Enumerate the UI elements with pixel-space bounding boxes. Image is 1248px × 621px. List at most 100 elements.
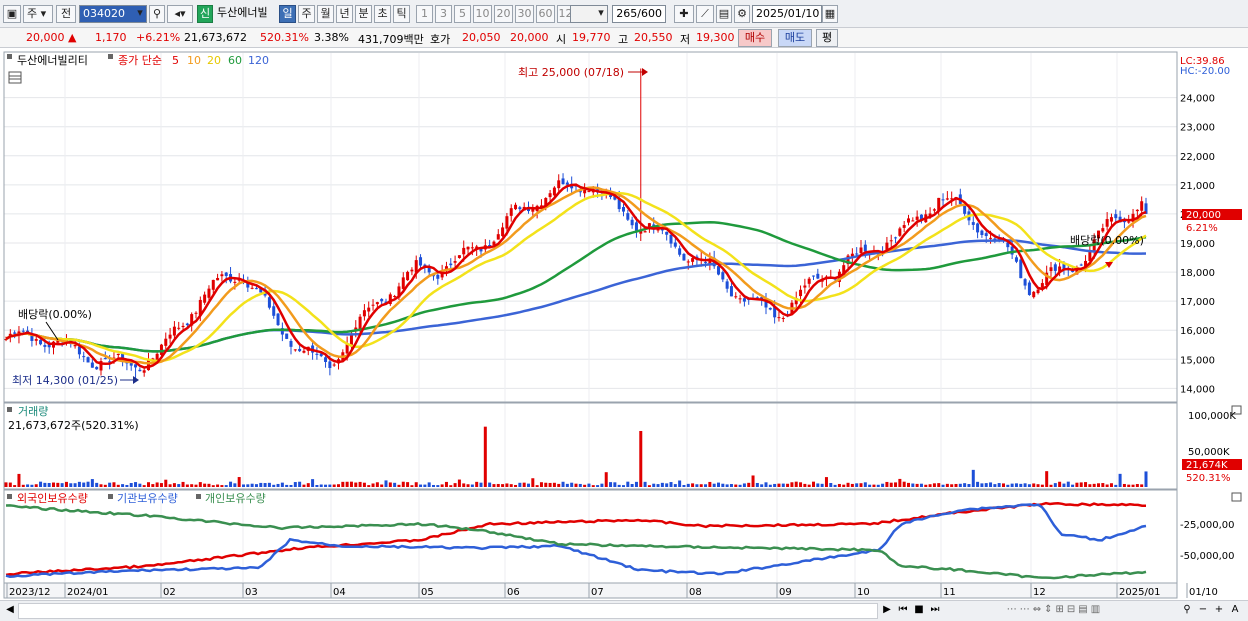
volume-bar	[764, 482, 768, 487]
candle-body	[803, 285, 807, 288]
panel-handle-icon[interactable]	[7, 54, 12, 59]
individual-handle-icon[interactable]	[196, 494, 201, 499]
volume-bar	[552, 482, 556, 487]
volume-bar	[993, 484, 997, 487]
candle-body	[496, 234, 500, 240]
crosshair-icon[interactable]: ✚	[674, 5, 694, 23]
candle-body	[1032, 291, 1036, 298]
stop-icon[interactable]: ■	[914, 604, 924, 615]
candle-body	[721, 272, 725, 280]
candle-body	[125, 362, 129, 364]
eval-button[interactable]: 평	[816, 29, 838, 47]
candle-body	[4, 339, 8, 341]
volume-bar	[863, 482, 867, 487]
interval-button[interactable]: 년	[336, 5, 353, 23]
count-input[interactable]	[570, 5, 608, 23]
sell-button[interactable]: 매도	[778, 29, 812, 47]
ask1: 20,050	[462, 31, 501, 44]
dividend-right-label: 배당락(0.00%)	[1070, 234, 1144, 247]
ask2: 20,000	[510, 31, 549, 44]
volume-bar	[457, 479, 461, 487]
count-button[interactable]: 30	[515, 5, 534, 23]
layout-icon[interactable]: ▣	[3, 5, 21, 23]
candle-body	[859, 247, 863, 254]
volume-bar	[1053, 483, 1057, 487]
range-field[interactable]: 265/600	[612, 5, 666, 23]
scroll-right-icon[interactable]: ▶	[883, 604, 891, 615]
candle-body	[168, 334, 172, 339]
volume-bar	[233, 483, 237, 487]
zoom-icon[interactable]: ⚲	[1183, 604, 1191, 615]
volume-bar	[367, 485, 371, 487]
code-input[interactable]: 034020	[79, 5, 147, 23]
forward-icon[interactable]: ⏭	[930, 604, 940, 615]
candle-body	[669, 234, 673, 244]
buy-button[interactable]: 매수	[738, 29, 772, 47]
text-size-icon[interactable]: A	[1231, 604, 1239, 615]
high-annotation: 최고 25,000 (07/18)	[518, 66, 624, 79]
tool-icons[interactable]: ⋯⋯⇔⇕⊞⊟▤▥	[1006, 604, 1104, 615]
candle-body	[1058, 266, 1062, 273]
volume-bar	[64, 481, 68, 487]
candle-body	[116, 353, 120, 356]
gear-icon[interactable]: ⚙	[734, 5, 750, 23]
calendar-icon[interactable]: ▦	[822, 5, 838, 23]
count-button[interactable]: 20	[494, 5, 513, 23]
save-icon[interactable]: ▤	[716, 5, 732, 23]
candle-body	[1014, 257, 1018, 262]
candle-body	[185, 323, 189, 326]
candle-body	[1140, 201, 1144, 211]
count-button[interactable]: 3	[435, 5, 452, 23]
interval-button[interactable]: 일	[279, 5, 296, 23]
speaker-icon[interactable]: ◂▾	[167, 5, 193, 23]
interval-button[interactable]: 주	[298, 5, 315, 23]
search-icon[interactable]: ⚲	[149, 5, 165, 23]
holding-handle-icon[interactable]	[7, 494, 12, 499]
plus-icon[interactable]: +	[1214, 604, 1224, 615]
candle-body	[1006, 242, 1010, 248]
count-dropdown-icon[interactable]: ▾	[598, 6, 604, 19]
volume-bar	[622, 485, 625, 487]
minus-icon[interactable]: −	[1198, 604, 1208, 615]
volume-handle-icon[interactable]	[7, 407, 12, 412]
stock-chart[interactable]: 두산에너빌리티 종가 단순 5 10 20 60 120 LC:39.86 HC…	[0, 50, 1248, 600]
interval-button[interactable]: 분	[355, 5, 372, 23]
volume-bar	[108, 482, 112, 487]
volume-close-icon[interactable]	[1231, 405, 1242, 415]
table-toggle-icon[interactable]	[8, 71, 22, 84]
holding-close-icon[interactable]	[1231, 492, 1242, 502]
candle-body	[1053, 264, 1057, 271]
trendline-icon[interactable]: ⟋	[696, 5, 714, 23]
volume-bar	[1122, 483, 1126, 487]
stock-name-label: 두산에너빌리티	[17, 54, 88, 67]
volume-bar	[168, 484, 172, 487]
volume-bar	[324, 484, 328, 487]
volume-bar	[548, 482, 552, 487]
volume-bar	[976, 481, 980, 487]
volume-bar	[185, 484, 189, 487]
rewind-icon[interactable]: ⏮	[898, 604, 908, 615]
candle-body	[950, 198, 954, 200]
volume-bar	[902, 481, 906, 487]
time-axis-label: 03	[245, 587, 258, 598]
date-field[interactable]: 2025/01/10	[752, 5, 822, 23]
scrollbar-track[interactable]	[18, 603, 878, 619]
count-button[interactable]: 60	[536, 5, 555, 23]
institution-handle-icon[interactable]	[108, 494, 113, 499]
code-dropdown-icon[interactable]: ▾	[137, 6, 143, 19]
prev-button[interactable]: 전	[56, 5, 76, 23]
interval-button[interactable]: 월	[317, 5, 334, 23]
interval-button[interactable]: 틱	[393, 5, 410, 23]
period-select[interactable]: 주 ▾	[23, 5, 53, 23]
scroll-left-icon[interactable]: ◀	[6, 604, 14, 615]
ma10-line	[5, 186, 1147, 365]
interval-button[interactable]: 초	[374, 5, 391, 23]
volume-bar	[371, 483, 375, 487]
count-button[interactable]: 1	[416, 5, 433, 23]
candle-body	[375, 302, 379, 305]
count-button[interactable]: 5	[454, 5, 471, 23]
ma-handle-icon[interactable]	[108, 54, 113, 59]
volume-bar	[535, 485, 539, 487]
count-button[interactable]: 10	[473, 5, 492, 23]
volume-last-pct-text: 520.31%	[1186, 473, 1231, 484]
